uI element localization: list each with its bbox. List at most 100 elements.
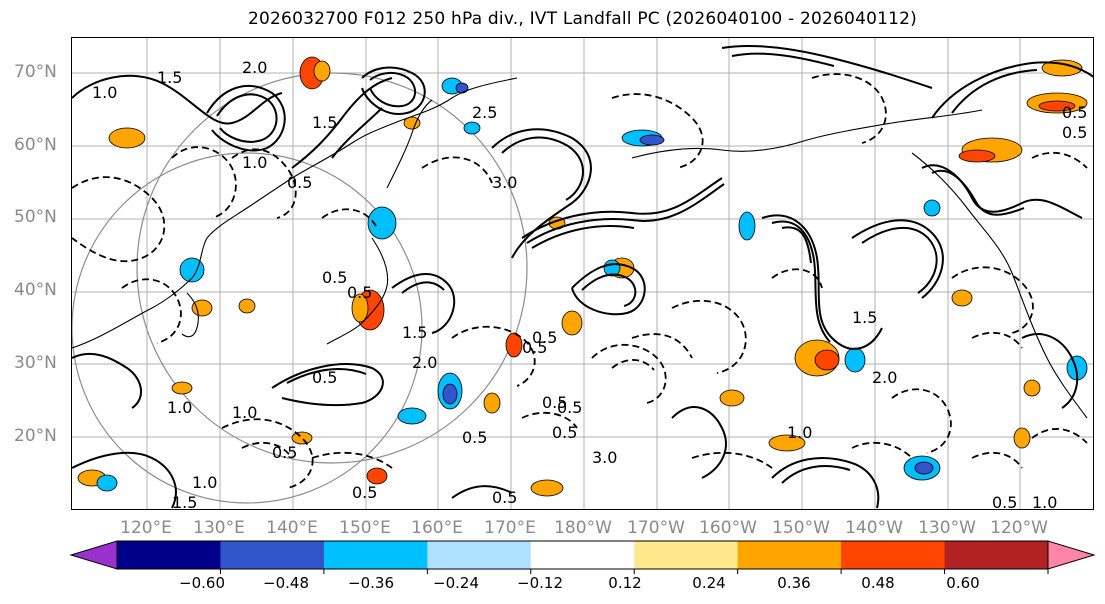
contour-value-label: 1.5: [312, 113, 337, 132]
divergence-shading-blob: [455, 82, 469, 94]
contour-line-positive: [526, 183, 725, 244]
colorbar-tick-label: −0.60: [179, 574, 225, 592]
colorbar-tick-label: 0.36: [777, 574, 811, 592]
contour-line-positive: [761, 214, 883, 350]
coastline-na-west: [911, 152, 1088, 419]
divergence-shading-blob: [108, 127, 146, 149]
contour-value-label: 0.5: [1062, 123, 1087, 142]
contour-value-label: 3.0: [592, 448, 617, 467]
contour-line-positive: [1021, 333, 1079, 409]
lat-label-70n: 70°N: [14, 62, 57, 82]
divergence-shading-blob: [719, 389, 745, 407]
lat-label-50n: 50°N: [14, 207, 57, 227]
colorbar-tick-label: −0.36: [348, 574, 394, 592]
contour-line-negative: [631, 333, 693, 359]
contour-line-positive: [731, 52, 835, 67]
divergence-shading-blob: [179, 257, 205, 283]
colorbar-tick-label: 0.60: [946, 574, 980, 592]
divergence-shading-blob: [505, 332, 523, 358]
contour-line-positive: [921, 164, 1083, 219]
colorbar-tick-label: 0.24: [692, 574, 726, 592]
contour-line-positive: [931, 61, 1093, 119]
contour-line-positive: [206, 84, 286, 152]
contour-line-positive: [521, 177, 723, 239]
divergence-shading-blob: [738, 211, 756, 241]
colorbar-outline: [116, 540, 1049, 570]
divergence-shading-blob: [483, 392, 501, 414]
divergence-shading-blob: [914, 461, 934, 475]
contour-line-negative: [451, 325, 536, 387]
colorbar-segment: [737, 541, 842, 569]
contour-line-positive: [531, 225, 635, 249]
coastlines: [72, 77, 1088, 419]
coastline-korea: [181, 292, 199, 338]
contour-line-positive: [72, 352, 142, 409]
contour-line-positive: [72, 451, 177, 509]
lon-label-120w: 120°W: [990, 518, 1048, 538]
contour-line-positive: [951, 69, 1038, 114]
contour-line-negative: [72, 176, 166, 263]
contour-line-negative: [971, 331, 1023, 349]
map-panel: 1.5 1.0 2.0 1.5 0.5 1.0 0.5 0.5 1.0 1.0 0.5 0.5 0.5 1…: [71, 37, 1094, 510]
colorbar-segment: [117, 541, 221, 569]
contour-line-negative: [771, 268, 823, 289]
divergence-shading-blob: [1023, 379, 1041, 397]
coastline-asia-east: [72, 77, 518, 349]
contour-value-label: 2.0: [412, 353, 437, 372]
contour-line-negative: [171, 146, 237, 219]
divergence-shading-blob: [844, 347, 866, 373]
contour-line-negative: [321, 208, 378, 229]
contour-line-positive: [369, 72, 417, 108]
lon-label-130w: 130°W: [918, 518, 976, 538]
contour-value-label: 0.5: [347, 283, 372, 302]
contour-line-positive: [501, 136, 584, 201]
contour-line-negative: [421, 156, 493, 184]
colorbar-tick-label: −0.48: [263, 574, 309, 592]
contour-line-negative: [671, 299, 747, 374]
contour-value-label: 2.0: [242, 58, 267, 77]
contour-value-label: 0.5: [492, 488, 517, 507]
colorbar-segment: [530, 541, 635, 569]
contour-line-negative: [221, 418, 314, 489]
contour-value-label: 1.0: [92, 83, 117, 102]
contour-labels: 1.51.02.01.50.51.00.50.51.0 1.00.50.50.51…: [92, 58, 1087, 509]
colorbar-segment: [220, 541, 325, 569]
divergence-shading-blob: [1013, 427, 1031, 449]
divergence-shading-blob: [171, 381, 193, 395]
contour-line-positive: [271, 363, 384, 407]
divergence-shading-blob: [1038, 100, 1076, 112]
contour-line-negative: [521, 411, 578, 429]
lon-label-120e: 120°E: [120, 518, 172, 538]
contour-value-label: 1.5: [402, 323, 427, 342]
contour-value-label: 1.0: [242, 153, 267, 172]
contour-value-label: 0.5: [312, 368, 337, 387]
contour-value-label: 1.0: [167, 398, 192, 417]
lon-label-150w: 150°W: [772, 518, 830, 538]
lon-label-170w: 170°W: [627, 518, 685, 538]
colorbar-tick-label: −0.12: [517, 574, 563, 592]
divergence-shading-blob: [96, 474, 118, 492]
coastline-alaska: [631, 109, 983, 159]
lon-label-160w: 160°W: [699, 518, 757, 538]
contour-line-positive: [781, 465, 851, 484]
contour-line-negative: [1031, 428, 1088, 444]
contour-line-positive: [72, 74, 283, 125]
contour-line-positive: [771, 457, 880, 509]
contour-value-label: 3.0: [492, 173, 517, 192]
landfall-region-circles: [72, 72, 528, 504]
lon-label-180w: 180°W: [554, 518, 612, 538]
contour-line-positive: [451, 485, 513, 499]
landfall-circle-west: [72, 152, 423, 504]
contour-line-negative: [311, 451, 393, 469]
divergence-shading-blob: [238, 298, 256, 314]
divergence-shading-blob: [561, 310, 583, 336]
contour-line-negative: [1031, 151, 1088, 169]
contour-line-positive: [331, 107, 383, 159]
lon-label-150e: 150°E: [339, 518, 391, 538]
divergence-shading-blob: [191, 299, 213, 317]
contour-line-positive: [781, 226, 812, 264]
divergence-shading-blob: [442, 383, 458, 405]
contour-line-negative: [811, 73, 887, 144]
contour-line-positive: [851, 219, 944, 299]
contour-value-label: 0.5: [557, 398, 582, 417]
